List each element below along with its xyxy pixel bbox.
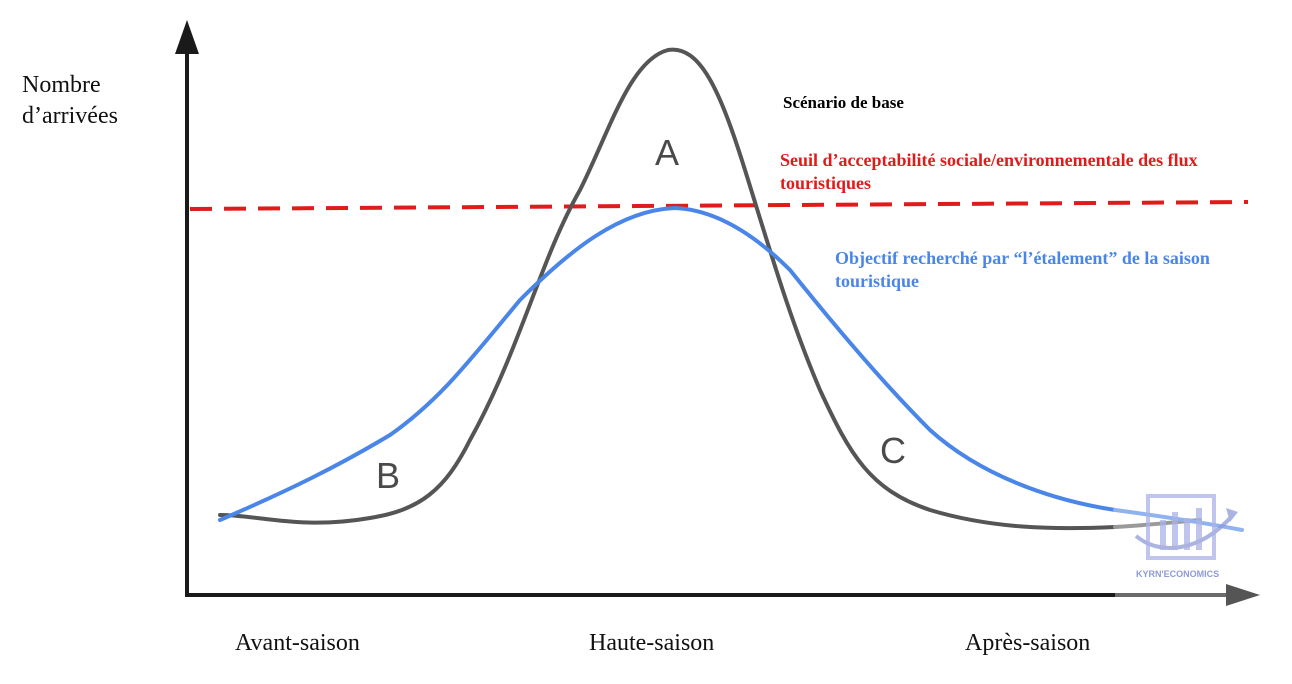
objective-curve <box>218 205 1117 522</box>
legend-base-scenario: Scénario de base <box>783 93 904 112</box>
objective-curve-tail <box>1113 508 1244 532</box>
x-label-apres-saison: Après-saison <box>965 630 1091 656</box>
x-label-avant-saison: Avant-saison <box>235 630 360 656</box>
legend-objective: Objectif recherché par “l’étalement” de … <box>835 248 1210 291</box>
threshold-line <box>189 200 1249 211</box>
x-axis-arrow <box>1226 584 1260 606</box>
area-label-c: C <box>880 430 906 471</box>
x-label-haute-saison: Haute-saison <box>589 630 715 656</box>
logo-text: KYRN'ECONOMICS <box>1136 569 1220 579</box>
area-label-b: B <box>376 455 401 496</box>
y-axis-arrow <box>175 20 199 54</box>
legend-threshold: Seuil d’acceptabilité sociale/environnem… <box>780 150 1198 193</box>
y-axis-label: Nombre d’arrivées <box>22 72 118 129</box>
logo-mark <box>1134 494 1238 560</box>
area-label-a: A <box>655 132 680 173</box>
base-scenario-curve <box>218 47 1117 531</box>
